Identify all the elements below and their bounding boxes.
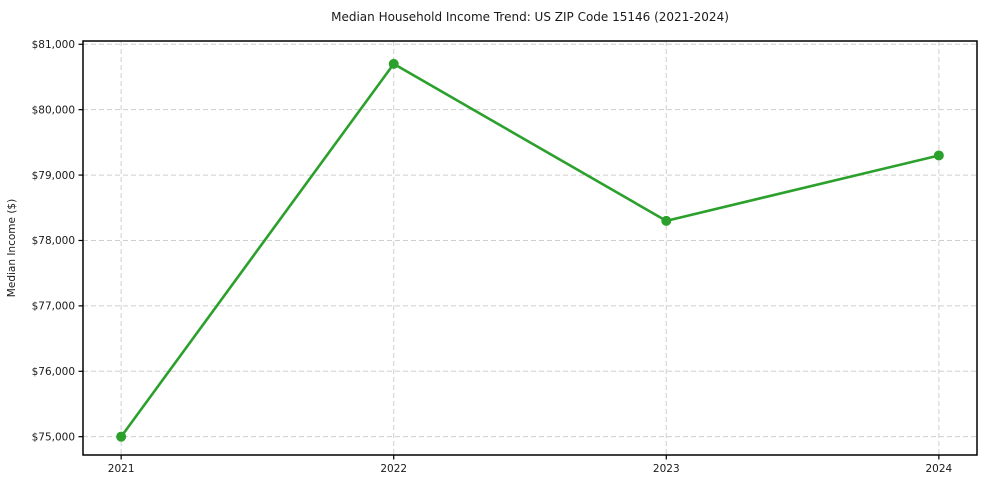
y-tick-label: $80,000 xyxy=(32,104,75,116)
plot-border xyxy=(82,40,978,456)
x-tick-label: 2023 xyxy=(653,463,680,475)
x-tick-label: 2024 xyxy=(925,463,952,475)
y-tick-label: $77,000 xyxy=(32,301,75,313)
data-point-marker xyxy=(388,58,399,69)
data-point-marker xyxy=(933,150,944,161)
data-point-marker xyxy=(116,431,127,442)
y-tick-label: $79,000 xyxy=(32,170,75,182)
trend-line xyxy=(119,62,941,438)
x-tick-label: 2022 xyxy=(380,463,407,475)
y-tick-label: $78,000 xyxy=(32,235,75,247)
y-axis-label: Median Income ($) xyxy=(6,199,18,297)
y-tick-label: $76,000 xyxy=(32,366,75,378)
y-tick-label: $75,000 xyxy=(32,431,75,443)
data-point-marker xyxy=(661,215,672,226)
chart-title: Median Household Income Trend: US ZIP Co… xyxy=(331,10,729,24)
x-tick-label: 2021 xyxy=(108,463,135,475)
plot-area: $75,000 $76,000 $77,000 $78,000 $79,000 $80,0… xyxy=(32,39,978,475)
y-tick-label: $81,000 xyxy=(32,39,75,51)
